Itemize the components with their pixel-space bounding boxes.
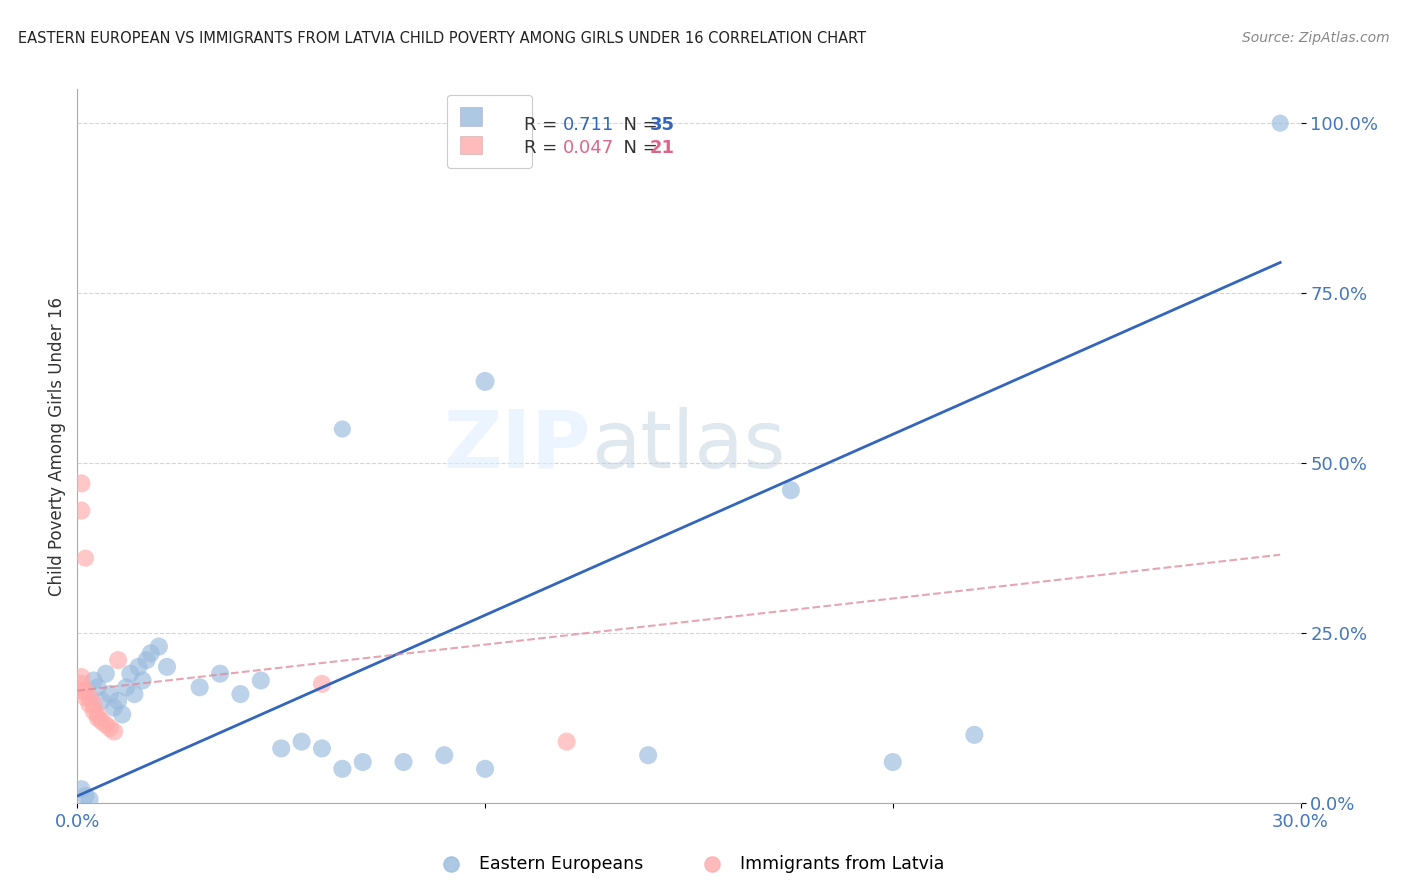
Point bbox=[131, 673, 153, 688]
Point bbox=[352, 755, 374, 769]
Point bbox=[94, 666, 117, 681]
Point bbox=[250, 673, 273, 688]
Point bbox=[332, 422, 354, 436]
Point bbox=[637, 748, 659, 763]
Point bbox=[83, 704, 105, 718]
Point bbox=[90, 694, 112, 708]
Point bbox=[83, 698, 105, 712]
Point bbox=[270, 741, 292, 756]
Point bbox=[124, 687, 146, 701]
Point bbox=[98, 721, 121, 735]
Point bbox=[103, 700, 125, 714]
Point bbox=[94, 717, 117, 731]
Point bbox=[87, 680, 110, 694]
Point bbox=[103, 724, 125, 739]
Point bbox=[156, 660, 179, 674]
Point bbox=[70, 683, 93, 698]
Point bbox=[332, 762, 354, 776]
Point bbox=[311, 741, 333, 756]
Point bbox=[115, 680, 138, 694]
Point bbox=[1268, 116, 1291, 130]
Text: N =: N = bbox=[612, 116, 664, 134]
Point bbox=[120, 666, 142, 681]
Text: R =: R = bbox=[524, 116, 562, 134]
Point bbox=[127, 660, 149, 674]
Point bbox=[148, 640, 170, 654]
Point bbox=[107, 694, 129, 708]
Point bbox=[474, 375, 496, 389]
Point bbox=[290, 734, 312, 748]
Point bbox=[208, 666, 231, 681]
Point bbox=[70, 503, 93, 517]
Point bbox=[70, 782, 93, 797]
Point bbox=[229, 687, 252, 701]
Point bbox=[79, 690, 101, 705]
Point bbox=[75, 683, 97, 698]
Point bbox=[474, 762, 496, 776]
Point bbox=[79, 792, 101, 806]
Point bbox=[139, 646, 162, 660]
Point bbox=[188, 680, 211, 694]
Y-axis label: Child Poverty Among Girls Under 16: Child Poverty Among Girls Under 16 bbox=[48, 296, 66, 596]
Text: N =: N = bbox=[612, 139, 664, 157]
Legend: Eastern Europeans, Immigrants from Latvia: Eastern Europeans, Immigrants from Latvi… bbox=[426, 848, 952, 880]
Point bbox=[75, 789, 97, 803]
Point bbox=[107, 653, 129, 667]
Point bbox=[135, 653, 157, 667]
Point bbox=[75, 551, 97, 566]
Point bbox=[87, 711, 110, 725]
Text: EASTERN EUROPEAN VS IMMIGRANTS FROM LATVIA CHILD POVERTY AMONG GIRLS UNDER 16 CO: EASTERN EUROPEAN VS IMMIGRANTS FROM LATV… bbox=[18, 31, 866, 46]
Point bbox=[779, 483, 801, 498]
Point bbox=[963, 728, 986, 742]
Point bbox=[70, 670, 93, 684]
Point bbox=[882, 755, 904, 769]
Point bbox=[79, 698, 101, 712]
Point bbox=[433, 748, 456, 763]
Point bbox=[98, 687, 121, 701]
Text: atlas: atlas bbox=[591, 407, 786, 485]
Point bbox=[555, 734, 578, 748]
Text: 0.047: 0.047 bbox=[562, 139, 614, 157]
Text: Source: ZipAtlas.com: Source: ZipAtlas.com bbox=[1241, 31, 1389, 45]
Text: ZIP: ZIP bbox=[444, 407, 591, 485]
Point bbox=[75, 690, 97, 705]
Point bbox=[111, 707, 134, 722]
Point bbox=[90, 714, 112, 729]
Point bbox=[70, 677, 93, 691]
Text: 21: 21 bbox=[650, 139, 675, 157]
Point bbox=[70, 476, 93, 491]
Point bbox=[87, 707, 110, 722]
Text: 0.711: 0.711 bbox=[562, 116, 614, 134]
Point bbox=[392, 755, 415, 769]
Text: 35: 35 bbox=[650, 116, 675, 134]
Text: R =: R = bbox=[524, 139, 562, 157]
Point bbox=[83, 673, 105, 688]
Point bbox=[311, 677, 333, 691]
